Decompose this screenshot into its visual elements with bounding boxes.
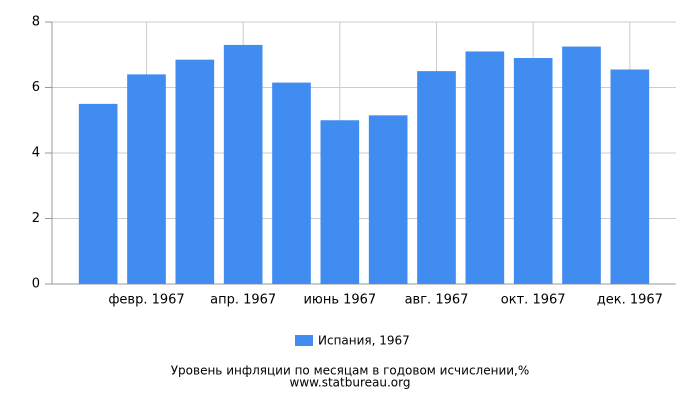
bar (78, 103, 118, 284)
x-tick-label: окт. 1967 (501, 293, 566, 308)
bar (223, 44, 263, 284)
y-tick-label: 0 (32, 277, 40, 292)
y-tick-label: 4 (32, 146, 40, 161)
bar (175, 59, 215, 284)
legend-swatch (295, 335, 313, 346)
bar (127, 74, 166, 285)
bar (610, 69, 650, 284)
x-tick-label: дек. 1967 (597, 293, 663, 308)
bar (562, 46, 601, 284)
bar (272, 82, 311, 285)
bar (417, 71, 456, 284)
bar (465, 51, 505, 284)
y-tick-label: 8 (32, 15, 40, 30)
x-tick-label: авг. 1967 (405, 293, 469, 308)
y-tick-label: 6 (32, 80, 40, 95)
y-tick-label: 2 (32, 211, 40, 226)
legend-label: Испания, 1967 (318, 334, 410, 348)
chart-title: Уровень инфляции по месяцам в годовом ис… (171, 364, 530, 378)
x-tick-label: июнь 1967 (303, 293, 376, 308)
source: www.statbureau.org (290, 376, 411, 390)
x-tick-label: апр. 1967 (210, 293, 276, 308)
x-tick-label: февр. 1967 (108, 293, 184, 308)
bar (320, 120, 360, 284)
bar (368, 115, 408, 285)
bar (513, 58, 553, 285)
